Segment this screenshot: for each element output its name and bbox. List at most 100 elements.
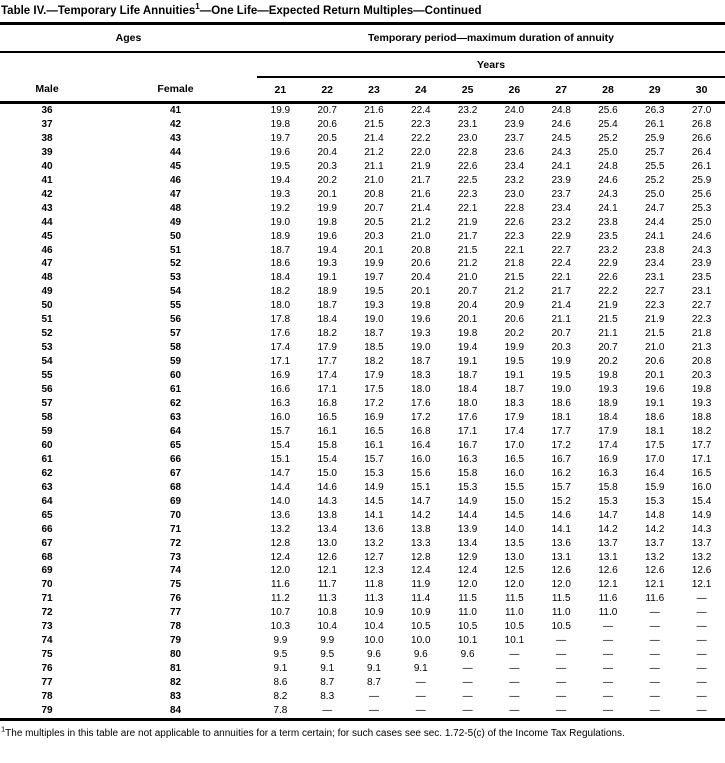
multiple-value-cell: 15.8 [457,467,478,479]
multiple-value-cell: 18.4 [457,384,478,396]
multiple-value-cell: 7.8 [273,704,288,716]
table-row: 38 43 19.7 20.5 21.4 22.2 23.0 23.7 24.5 25.2 25.9… [0,132,725,146]
multiple-value-cell: 18.6 [270,258,291,270]
multiple-value-cell: 10.4 [317,621,337,633]
multiple-value-cell: 20.9 [504,300,525,312]
multiple-value-cell: 13.1 [551,551,571,563]
multiple-value-cell: — [322,704,333,716]
multiple-value-cell: 20.6 [411,258,431,270]
multiple-value-cell: 10.1 [457,635,478,647]
multiple-value-cell: 15.0 [317,467,337,479]
multiple-value-cell: 14.9 [364,481,384,493]
multiple-value-cell: 21.8 [691,328,712,340]
multiple-value-cell: 16.8 [317,398,337,410]
multiple-value-cell: 23.1 [645,272,665,284]
multiple-value-cell: 19.7 [364,272,384,284]
multiple-value-cell: 19.1 [645,398,665,410]
multiple-value-cell: 16.7 [551,453,571,465]
multiple-value-cell: 21.5 [598,314,618,326]
female-age-cell: 80 [169,649,182,661]
multiple-value-cell: 16.0 [411,453,431,465]
multiple-value-cell: 25.6 [691,188,712,200]
multiple-value-cell: 23.1 [691,286,712,298]
multiple-value-cell: — [649,621,660,633]
multiple-value-cell: 19.9 [317,202,337,214]
multiple-value-cell: 22.8 [457,146,478,158]
multiple-value-cell: 21.2 [364,146,384,158]
multiple-value-cell: 25.0 [691,216,712,228]
multiple-value-cell: 23.2 [598,244,618,256]
multiple-value-cell: 19.0 [551,384,571,396]
multiple-value-cell: 17.9 [364,370,384,382]
multiple-value-cell: — [602,621,613,633]
multiple-value-cell: 18.1 [551,411,571,423]
multiple-value-cell: 24.3 [551,146,571,158]
female-age-cell: 57 [169,328,182,340]
table-row: 78 83 8.2 8.3 — — — — — — — — [0,690,725,704]
multiple-value-cell: 19.1 [457,356,478,368]
table-row: 61 66 15.1 15.4 15.7 16.0 16.3 16.5 16.7 16.9 17.0… [0,453,725,467]
multiple-value-cell: 19.1 [317,272,337,284]
multiple-value-cell: 26.3 [645,105,665,116]
multiple-value-cell: 20.7 [551,328,571,340]
multiple-value-cell: 8.3 [320,691,335,703]
multiple-value-cell: 19.8 [691,384,712,396]
multiple-value-cell: 10.3 [270,621,291,633]
male-age-cell: 47 [41,258,53,270]
male-age-cell: 44 [41,216,53,228]
multiple-value-cell: 20.2 [598,356,618,368]
female-age-cell: 41 [169,105,182,116]
multiple-value-cell: — [415,677,426,689]
multiple-value-cell: 21.4 [551,300,571,312]
multiple-value-cell: 20.6 [317,118,337,130]
multiple-value-cell: — [696,635,707,647]
multiple-value-cell: 16.0 [504,467,525,479]
multiple-value-cell: 13.4 [317,523,337,535]
multiple-value-cell: 23.5 [691,272,712,284]
male-age-cell: 38 [41,132,53,144]
multiple-value-cell: 21.7 [457,230,478,242]
female-age-cell: 61 [169,384,182,396]
male-age-cell: 39 [41,146,53,158]
male-age-cell: 71 [41,593,53,605]
multiple-value-cell: 24.6 [691,230,712,242]
multiple-value-cell: 17.4 [317,370,337,382]
female-age-cell: 75 [169,579,182,591]
multiple-value-cell: 21.0 [645,342,665,354]
multiple-value-cell: 13.2 [364,537,384,549]
multiple-value-cell: 19.6 [317,230,337,242]
female-age-cell: 66 [169,453,182,465]
table-title: Table IV.—Temporary Life Annuities1—One … [0,0,725,25]
multiple-value-cell: 20.4 [457,300,478,312]
multiple-value-cell: — [602,691,613,703]
multiple-value-cell: 12.6 [691,565,712,577]
multiple-value-cell: 17.1 [457,425,478,437]
multiple-value-cell: 22.6 [504,216,525,228]
multiple-value-cell: 18.2 [270,286,291,298]
multiple-value-cell: 17.0 [504,439,525,451]
year-column-header: 22 [303,77,351,104]
multiple-value-cell: 16.1 [364,439,384,451]
table-row: 58 63 16.0 16.5 16.9 17.2 17.6 17.9 18.1 18.4 18.6… [0,411,725,425]
multiple-value-cell: 18.4 [317,314,337,326]
year-column-header: 26 [490,77,538,104]
multiple-value-cell: 17.6 [270,328,291,340]
multiple-value-cell: 20.8 [691,356,712,368]
male-age-cell: 76 [41,663,53,675]
male-age-cell: 61 [41,453,53,465]
multiple-value-cell: 14.2 [411,509,431,521]
multiple-value-cell: — [509,677,520,689]
multiple-value-cell: 22.1 [457,202,478,214]
female-age-cell: 43 [169,132,182,144]
male-column-header: Male [0,77,94,104]
table-row: 40 45 19.5 20.3 21.1 21.9 22.6 23.4 24.1 24.8 25.5… [0,160,725,174]
multiple-value-cell: 16.5 [691,467,712,479]
multiple-value-cell: 12.4 [270,551,291,563]
multiple-value-cell: 10.5 [457,621,478,633]
multiple-value-cell: 15.3 [364,467,384,479]
male-age-cell: 42 [41,188,53,200]
multiple-value-cell: — [602,677,613,689]
year-column-header: 25 [444,77,491,104]
multiple-value-cell: 20.8 [364,188,384,200]
multiple-value-cell: 17.8 [270,314,291,326]
